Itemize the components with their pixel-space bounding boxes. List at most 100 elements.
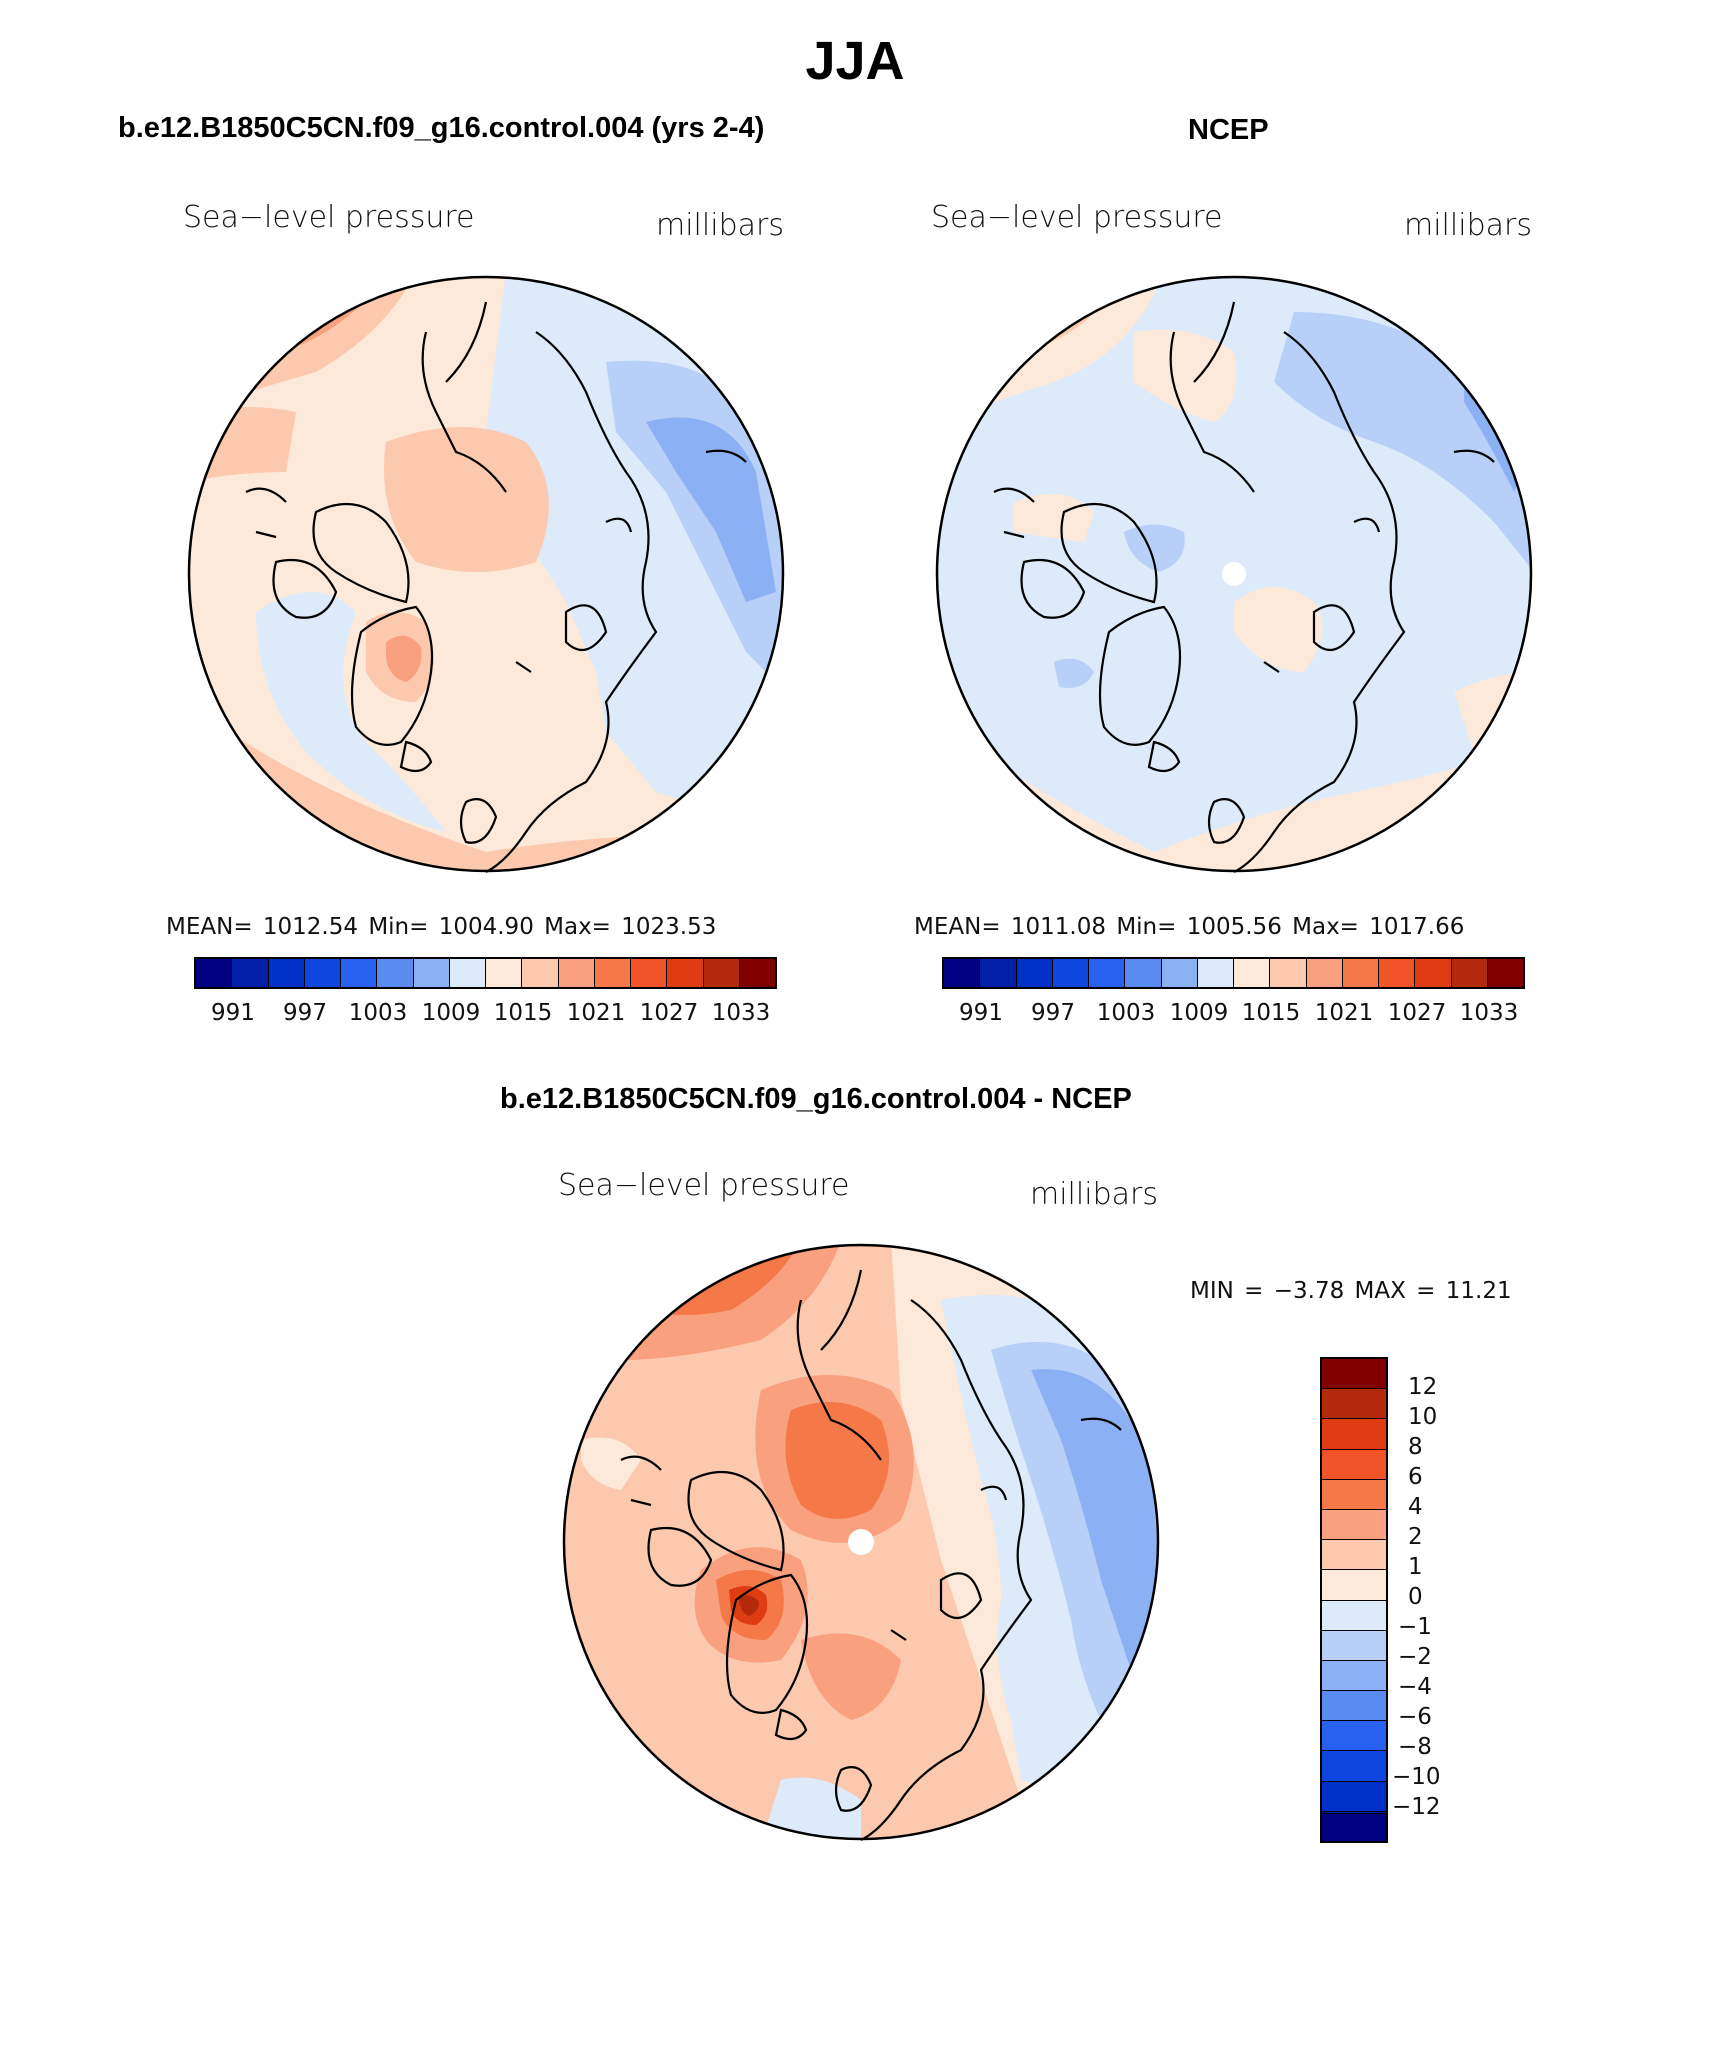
diff-colorbar-tick: 6 xyxy=(1408,1464,1423,1490)
colorbar-cell xyxy=(1322,1570,1386,1601)
colorbar-cell xyxy=(1052,959,1089,987)
colorbar-cell xyxy=(304,959,341,987)
model-colorbar-tick: 1033 xyxy=(711,1000,771,1026)
model-colorbar-tick: 1009 xyxy=(421,1000,481,1026)
diff-colorbar-tick: 8 xyxy=(1408,1434,1423,1460)
colorbar-cell xyxy=(1487,959,1523,987)
colorbar-cell xyxy=(1089,959,1126,987)
obs-colorbar-tick: 1021 xyxy=(1314,1000,1374,1026)
colorbar-cell xyxy=(1306,959,1343,987)
colorbar-cell xyxy=(1322,1479,1386,1510)
colorbar-cell xyxy=(1342,959,1379,987)
obs-variable-label: Sea−level pressure xyxy=(931,200,1223,235)
model-colorbar-tick: 997 xyxy=(283,1000,327,1026)
colorbar-cell xyxy=(449,959,486,987)
colorbar-cell xyxy=(1322,1721,1386,1752)
diff-colorbar-tick: 4 xyxy=(1408,1494,1423,1520)
diff-colorbar-tick: −6 xyxy=(1398,1704,1432,1730)
diff-panel-title: b.e12.B1850C5CN.f09_g16.control.004 - NC… xyxy=(500,1083,1132,1115)
colorbar-cell xyxy=(739,959,775,987)
diff-map-boundary xyxy=(562,1243,1160,1841)
colorbar-cell xyxy=(980,959,1017,987)
obs-colorbar-tick: 1015 xyxy=(1241,1000,1301,1026)
diff-colorbar-tick: 2 xyxy=(1408,1524,1423,1550)
model-coastlines xyxy=(245,301,747,873)
diff-stats: MIN = −3.78 MAX = 11.21 xyxy=(1190,1278,1512,1304)
diff-pole-missing-data xyxy=(848,1529,874,1555)
colorbar-cell xyxy=(594,959,631,987)
figure-title: JJA xyxy=(805,31,905,91)
diff-polar-map xyxy=(562,1243,1160,1841)
colorbar-cell xyxy=(631,959,668,987)
colorbar-cell xyxy=(667,959,704,987)
diff-colorbar-tick: 12 xyxy=(1408,1374,1438,1400)
colorbar-cell xyxy=(1322,1691,1386,1722)
model-colorbar-tick: 1003 xyxy=(348,1000,408,1026)
obs-colorbar-tick: 991 xyxy=(959,1000,1003,1026)
diff-colorbar xyxy=(1320,1357,1388,1843)
colorbar-cell xyxy=(1322,1359,1386,1390)
obs-colorbar-tick: 997 xyxy=(1031,1000,1075,1026)
colorbar-cell xyxy=(703,959,740,987)
obs-colorbar-tick: 1027 xyxy=(1387,1000,1447,1026)
colorbar-cell xyxy=(1451,959,1488,987)
diff-colorbar-tick: −1 xyxy=(1398,1614,1432,1640)
colorbar-cell xyxy=(413,959,450,987)
model-colorbar-tick: 1015 xyxy=(493,1000,553,1026)
obs-stats: MEAN= 1011.08 Min= 1005.56 Max= 1017.66 xyxy=(914,914,1465,940)
colorbar-cell xyxy=(1322,1660,1386,1692)
diff-colorbar-tick: −4 xyxy=(1398,1674,1432,1700)
colorbar-cell xyxy=(1197,959,1234,987)
colorbar-cell xyxy=(1379,959,1416,987)
colorbar-cell xyxy=(1125,959,1162,987)
colorbar-cell xyxy=(486,959,523,987)
diff-variable-label: Sea−level pressure xyxy=(558,1168,850,1203)
model-variable-label: Sea−level pressure xyxy=(183,200,475,235)
diff-colorbar-tick: 0 xyxy=(1408,1584,1423,1610)
diff-colorbar-tick: −12 xyxy=(1392,1794,1441,1820)
colorbar-cell xyxy=(1322,1449,1386,1480)
colorbar-cell xyxy=(1322,1600,1386,1631)
model-colorbar-tick: 991 xyxy=(211,1000,255,1026)
colorbar-cell xyxy=(232,959,269,987)
colorbar-cell xyxy=(1322,1419,1386,1450)
obs-pole-missing-data xyxy=(1222,562,1246,586)
obs-units-label: millibars xyxy=(1404,208,1532,243)
diff-colorbar-tick: 10 xyxy=(1408,1404,1438,1430)
colorbar-cell xyxy=(1234,959,1271,987)
colorbar-cell xyxy=(1322,1751,1386,1782)
colorbar-cell xyxy=(1320,1813,1388,1843)
colorbar-cell xyxy=(1322,1509,1386,1541)
diff-coastlines xyxy=(620,1269,1122,1841)
model-polar-map xyxy=(187,275,785,873)
colorbar-cell xyxy=(1322,1540,1386,1571)
obs-map-boundary xyxy=(935,275,1533,873)
model-units-label: millibars xyxy=(656,208,784,243)
diff-units-label: millibars xyxy=(1030,1177,1158,1212)
colorbar-cell xyxy=(196,959,233,987)
obs-colorbar-tick: 1003 xyxy=(1096,1000,1156,1026)
model-colorbar-tick: 1021 xyxy=(566,1000,626,1026)
obs-polar-map xyxy=(935,275,1533,873)
model-map-boundary xyxy=(187,275,785,873)
obs-colorbar-tick: 1009 xyxy=(1169,1000,1229,1026)
colorbar-cell xyxy=(1415,959,1452,987)
colorbar-cell xyxy=(1016,959,1053,987)
colorbar-cell xyxy=(944,959,981,987)
obs-colorbar-tick: 1033 xyxy=(1459,1000,1519,1026)
model-panel-title: b.e12.B1850C5CN.f09_g16.control.004 (yrs… xyxy=(118,112,765,144)
diff-colorbar-tick: −10 xyxy=(1392,1764,1441,1790)
diff-colorbar-tick: −8 xyxy=(1398,1734,1432,1760)
model-colorbar-tick: 1027 xyxy=(639,1000,699,1026)
colorbar-cell xyxy=(558,959,595,987)
obs-panel-title: NCEP xyxy=(1188,114,1269,146)
colorbar-cell xyxy=(1161,959,1198,987)
colorbar-cell xyxy=(1322,1630,1386,1661)
colorbar-cell xyxy=(1322,1781,1386,1812)
colorbar-cell xyxy=(341,959,378,987)
diff-colorbar-tick: 1 xyxy=(1408,1554,1423,1580)
colorbar-cell xyxy=(1270,959,1307,987)
colorbar-cell xyxy=(522,959,559,987)
colorbar-cell xyxy=(268,959,305,987)
model-stats: MEAN= 1012.54 Min= 1004.90 Max= 1023.53 xyxy=(166,914,717,940)
